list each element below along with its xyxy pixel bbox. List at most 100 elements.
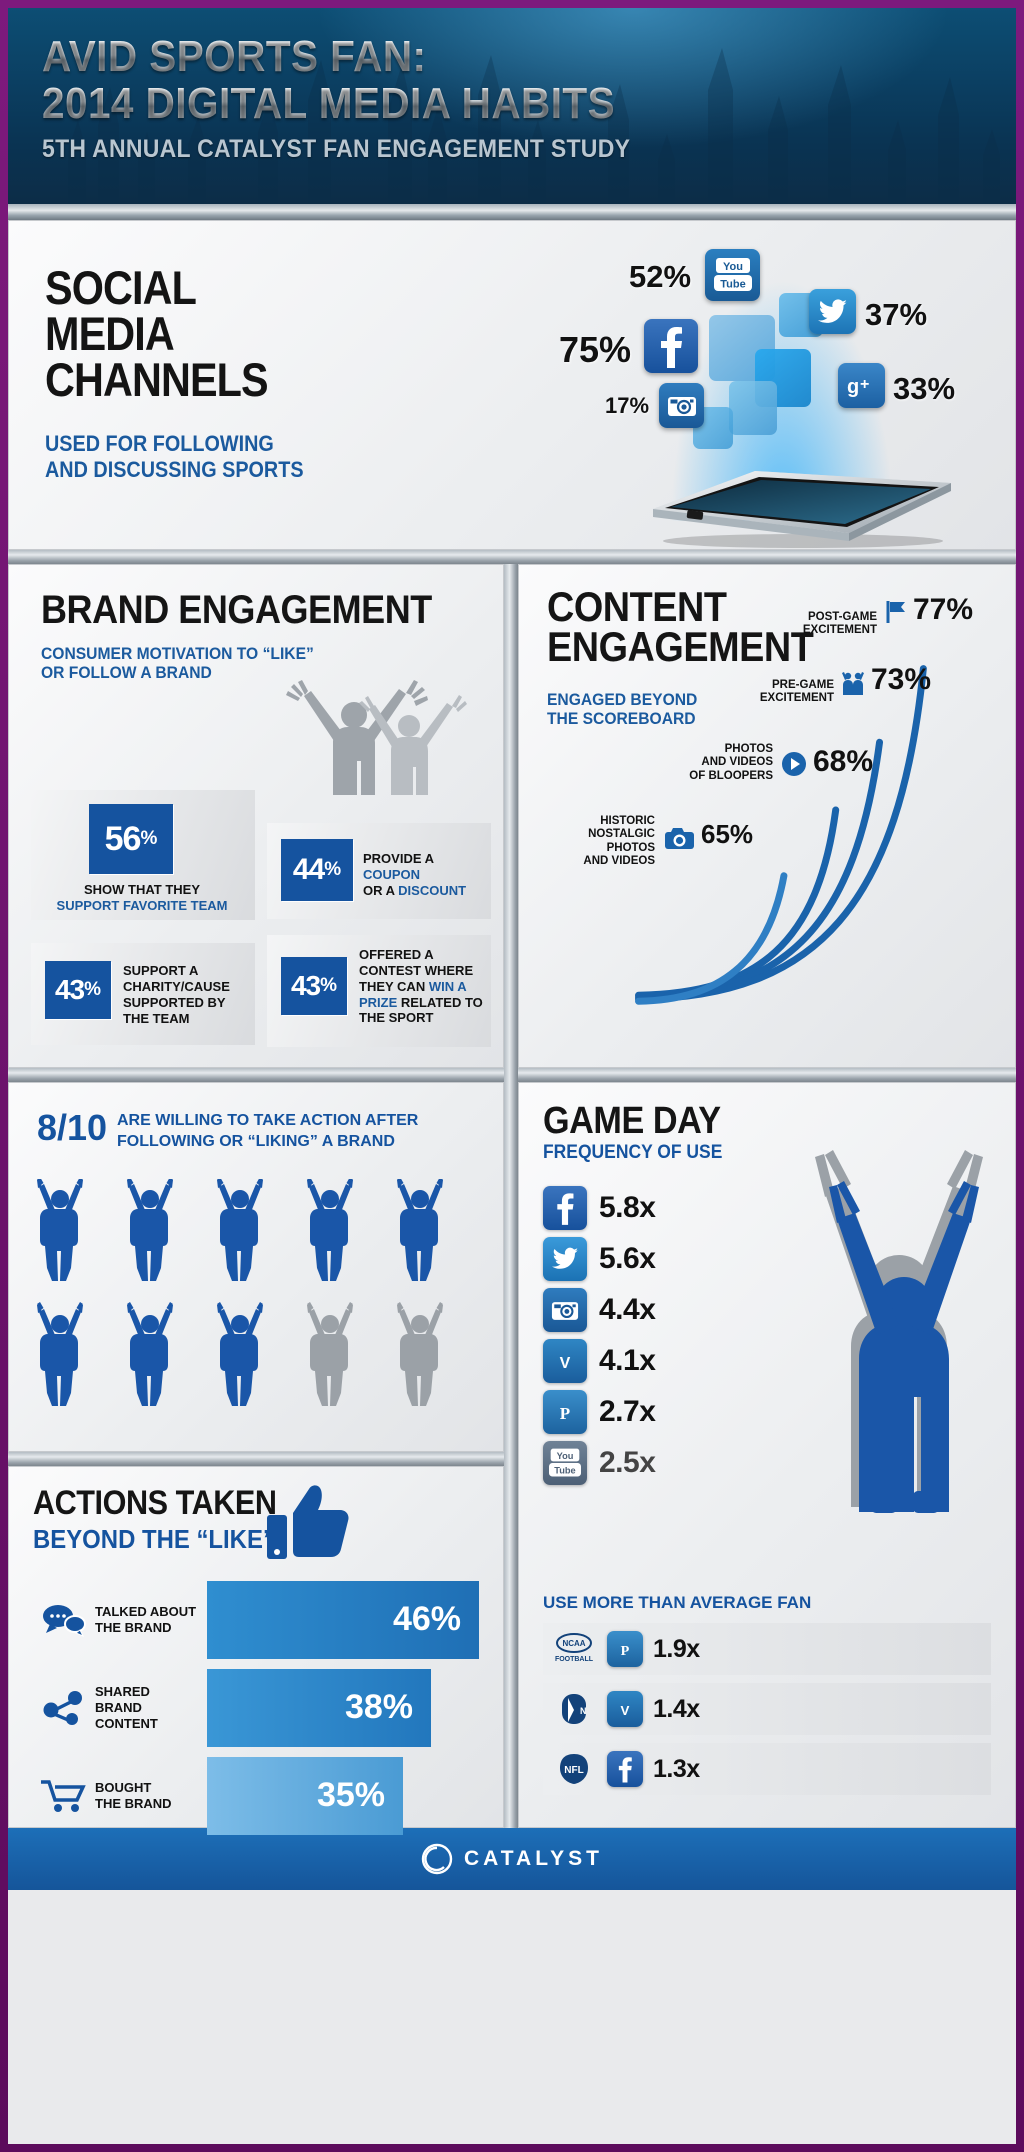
game-day-row-4-value: 4.1x xyxy=(599,1344,656,1378)
vine-icon: V xyxy=(543,1339,587,1384)
content-item-4-label-line2: NOSTALGIC xyxy=(588,828,655,841)
svg-text:P: P xyxy=(621,1643,630,1659)
brand-stat-1-value: 56% xyxy=(89,804,173,874)
actions-section: ACTIONS TAKEN BEYOND THE “LIKE” xyxy=(8,1466,504,1835)
instagram-icon xyxy=(659,383,704,428)
brand-stat-4-line5: THE SPORT xyxy=(359,1010,434,1026)
brand-stat-2-line1b: COUPON xyxy=(363,866,421,882)
brand-stat-1-label: SHOW THAT THEY SUPPORT FAVORITE TEAM xyxy=(47,882,237,914)
brand-stat-2-line1: PROVIDE A COUPON xyxy=(363,851,485,883)
brand-stat-2-unit: % xyxy=(324,859,342,880)
brand-stat-4-line1: OFFERED A xyxy=(359,947,434,962)
brand-subtitle: CONSUMER MOTIVATION TO “LIKE” OR FOLLOW … xyxy=(41,644,314,682)
svg-text:Tube: Tube xyxy=(554,1466,575,1476)
content-item-3-value: 68% xyxy=(813,745,874,778)
brand-engagement-section: BRAND ENGAGEMENT CONSUMER MOTIVATION TO … xyxy=(8,564,504,1068)
game-day-section: GAME DAY FREQUENCY OF USE xyxy=(518,1082,1016,1828)
brand-stat-3-line1: SUPPORT A xyxy=(123,963,199,978)
actions-bars: TALKED ABOUT THE BRAND 46% SHARED xyxy=(33,1580,479,1835)
action-row-3-value: 35% xyxy=(316,1776,385,1815)
action-row-1-bar: 46% xyxy=(207,1580,479,1659)
content-item-3-label-line1: PHOTOS xyxy=(724,743,773,755)
section-divider-4 xyxy=(518,1068,1016,1082)
svg-text:V: V xyxy=(621,1703,630,1718)
content-item-1-value: 77% xyxy=(913,593,974,626)
thumbs-up-icon xyxy=(267,1485,349,1559)
social-title-line3: CHANNELS xyxy=(45,353,269,407)
action-row-1-label-line2: THE BRAND xyxy=(95,1619,172,1635)
actions-subtitle: BEYOND THE “LIKE” xyxy=(33,1523,275,1554)
brand-stat-1-number: 56 xyxy=(104,819,142,858)
play-icon xyxy=(782,752,806,776)
brand-stat-4-value: 43% xyxy=(281,957,347,1015)
svg-text:FOOTBALL: FOOTBALL xyxy=(555,1656,594,1663)
game-day-row-2-value: 5.6x xyxy=(599,1242,656,1276)
cart-icon xyxy=(33,1779,95,1813)
game-day-subtitle: FREQUENCY OF USE xyxy=(543,1142,723,1164)
brand-stat-4-line4a: PRIZE xyxy=(359,994,398,1010)
game-day-row-1: 5.8x xyxy=(543,1186,991,1231)
section-divider-2 xyxy=(8,1068,504,1082)
ratio-text-line1: ARE WILLING TO TAKE ACTION AFTER xyxy=(117,1112,419,1129)
content-item-4-label: HISTORIC NOSTALGIC PHOTOS AND VIDEOS xyxy=(547,815,655,868)
content-item-3-label-line2: AND VIDEOS xyxy=(701,756,773,769)
poster-footer: CATALYST xyxy=(8,1828,1016,1890)
svg-text:NFL: NFL xyxy=(564,1765,583,1776)
section-divider-1 xyxy=(8,550,1016,564)
youtube-percent: 52% xyxy=(629,259,692,294)
ncaa-football-icon: NCAA FOOTBALL xyxy=(551,1630,597,1668)
social-title-line1: SOCIAL xyxy=(45,261,197,314)
action-row-2-bar: 38% xyxy=(207,1668,431,1747)
googleplus-percent: 33% xyxy=(893,371,956,406)
vertical-divider-1 xyxy=(504,564,518,1068)
game-day-frequency-list: 5.8x 5.6x 4.4x xyxy=(543,1186,991,1486)
brand-stat-box-2: 44% PROVIDE A COUPON OR A DISCOUNT xyxy=(267,823,491,919)
svg-text:V: V xyxy=(560,1355,571,1372)
pinterest-icon: P xyxy=(543,1390,587,1435)
content-title-line2: ENGAGEMENT xyxy=(547,623,814,671)
poster-inner: AVID SPORTS FAN: 2014 DIGITAL MEDIA HABI… xyxy=(8,8,1016,2144)
facebook-icon xyxy=(644,319,698,373)
game-day-row-5-value: 2.7x xyxy=(599,1395,656,1429)
pinterest-icon: P xyxy=(607,1631,643,1667)
content-item-4-label-line1: HISTORIC xyxy=(600,815,655,827)
brand-stat-4-unit: % xyxy=(320,975,338,996)
header-text-block: AVID SPORTS FAN: 2014 DIGITAL MEDIA HABI… xyxy=(42,33,681,164)
camera-icon xyxy=(665,828,694,849)
catalyst-logo-icon xyxy=(421,1843,453,1875)
content-title: CONTENT ENGAGEMENT xyxy=(547,585,814,671)
game-day-row-5: P 2.7x xyxy=(543,1390,991,1435)
ratio-text-line2: FOLLOWING OR “LIKING” A BRAND xyxy=(117,1132,395,1150)
ratio-text: ARE WILLING TO TAKE ACTION AFTER FOLLOWI… xyxy=(117,1111,418,1153)
content-item-2-value: 73% xyxy=(871,663,932,696)
game-day-row-6-value: 2.5x xyxy=(599,1446,656,1480)
content-item-4-label-line4: AND VIDEOS xyxy=(583,854,655,867)
action-row-1-label: TALKED ABOUT THE BRAND xyxy=(95,1604,207,1636)
action-row-3-label-line1: BOUGHT xyxy=(95,1779,152,1795)
header-title-line1: AVID SPORTS FAN: xyxy=(42,33,630,81)
brand-stat-2-line1a: PROVIDE A xyxy=(363,851,434,866)
brand-stat-3-line3: SUPPORTED BY xyxy=(123,994,226,1010)
brand-stat-4-line4b: RELATED TO xyxy=(397,994,483,1010)
brand-stat-2-line2a: OR A xyxy=(363,882,399,898)
youtube-icon: You Tube xyxy=(705,249,760,301)
game-day-row-6: You Tube 2.5x xyxy=(543,1441,991,1486)
flag-icon xyxy=(886,601,905,623)
social-sub-line2: AND DISCUSSING SPORTS xyxy=(45,456,304,482)
social-section-title: SOCIAL MEDIA CHANNELS xyxy=(45,261,269,407)
content-item-3-label: PHOTOS AND VIDEOS OF BLOOPERS xyxy=(641,743,773,783)
content-sub-line2: THE SCOREBOARD xyxy=(547,709,696,729)
brand-stat-2-label: PROVIDE A COUPON OR A DISCOUNT xyxy=(363,851,485,899)
average-fan-row-1: NCAA FOOTBALL P 1.9x xyxy=(543,1623,991,1675)
brand-stat-1-label-line2: SUPPORT FAVORITE TEAM xyxy=(56,897,228,913)
game-day-title: GAME DAY xyxy=(543,1100,721,1142)
fans-illustration xyxy=(286,680,467,795)
brand-stat-3-label: SUPPORT A CHARITY/CAUSE SUPPORTED BY THE… xyxy=(123,963,247,1026)
game-day-row-1-value: 5.8x xyxy=(599,1191,656,1225)
share-icon xyxy=(33,1690,95,1726)
phone-graphic-stage: You Tube 52% 37% 75% g + 33% 17% xyxy=(487,231,1007,551)
game-day-row-2: 5.6x xyxy=(543,1237,991,1282)
content-subtitle: ENGAGED BEYOND THE SCOREBOARD xyxy=(547,690,697,728)
brand-stat-box-3: 43% SUPPORT A CHARITY/CAUSE SUPPORTED BY… xyxy=(31,943,255,1045)
